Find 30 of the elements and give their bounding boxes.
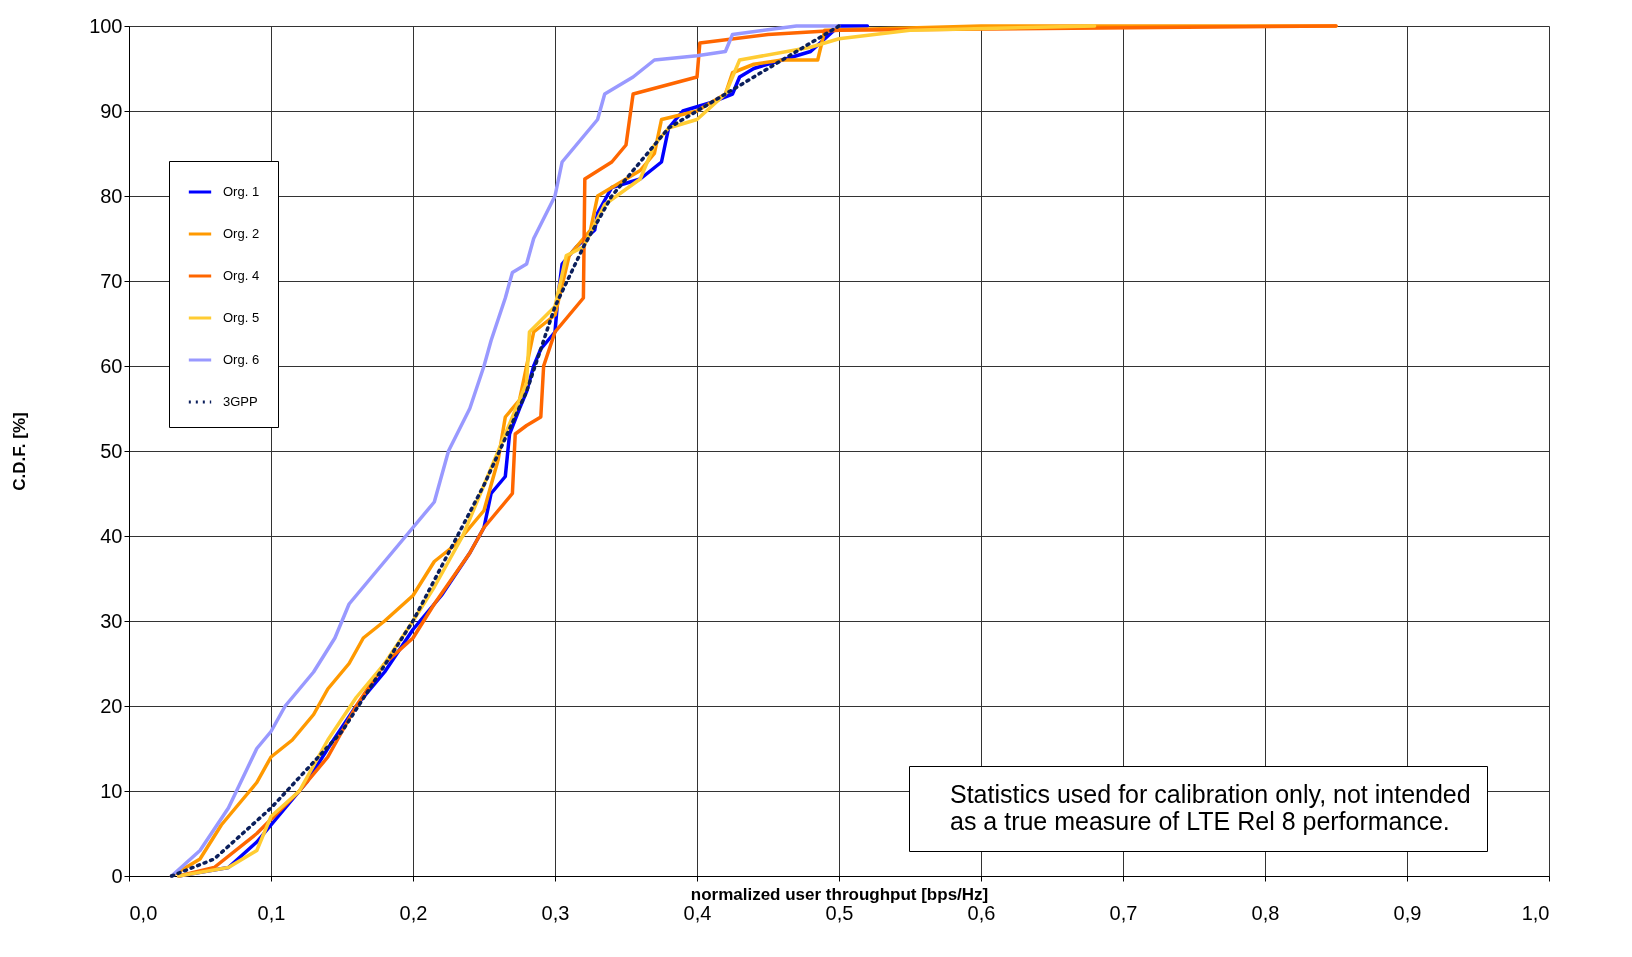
legend-label: Org. 1 (223, 184, 260, 199)
x-tick-label: 1,0 (1521, 901, 1550, 924)
x-tick-label: 0,5 (825, 901, 854, 924)
x-axis-title: normalized user throughput [bps/Hz] (690, 884, 989, 904)
x-tick-label: 0,3 (541, 901, 570, 924)
legend-label: Org. 2 (223, 226, 260, 241)
annotation: Statistics used for calibration only, not intended as a true measure of LTE Rel 8 performance. (950, 779, 1471, 835)
y-tick-label: 40 (100, 524, 123, 547)
y-tick-label: 70 (100, 269, 123, 292)
y-tick-label: 60 (100, 354, 123, 377)
legend-label: Org. 4 (223, 268, 260, 283)
x-tick-label: 0,1 (257, 901, 286, 924)
y-tick-label: 30 (100, 609, 123, 632)
y-tick-label: 90 (100, 99, 123, 122)
x-tick-label: 0,7 (1109, 901, 1138, 924)
x-tick-label: 0,9 (1393, 901, 1422, 924)
legend-label: Org. 5 (223, 310, 260, 325)
y-tick-label: 10 (100, 779, 123, 802)
x-tick-label: 0,8 (1251, 901, 1280, 924)
y-tick-label: 0 (111, 864, 123, 887)
y-tick-label: 100 (89, 14, 123, 37)
legend-label: 3GPP (223, 394, 258, 409)
x-tick-label: 0,4 (683, 901, 712, 924)
x-tick-label: 0,2 (399, 901, 428, 924)
y-tick-label: 50 (100, 439, 123, 462)
y-axis-title: C.D.F. [%] (10, 412, 30, 491)
y-tick-label: 20 (100, 694, 123, 717)
y-tick-label: 80 (100, 184, 123, 207)
legend-label: Org. 6 (223, 352, 260, 367)
x-tick-label: 0,0 (129, 901, 158, 924)
